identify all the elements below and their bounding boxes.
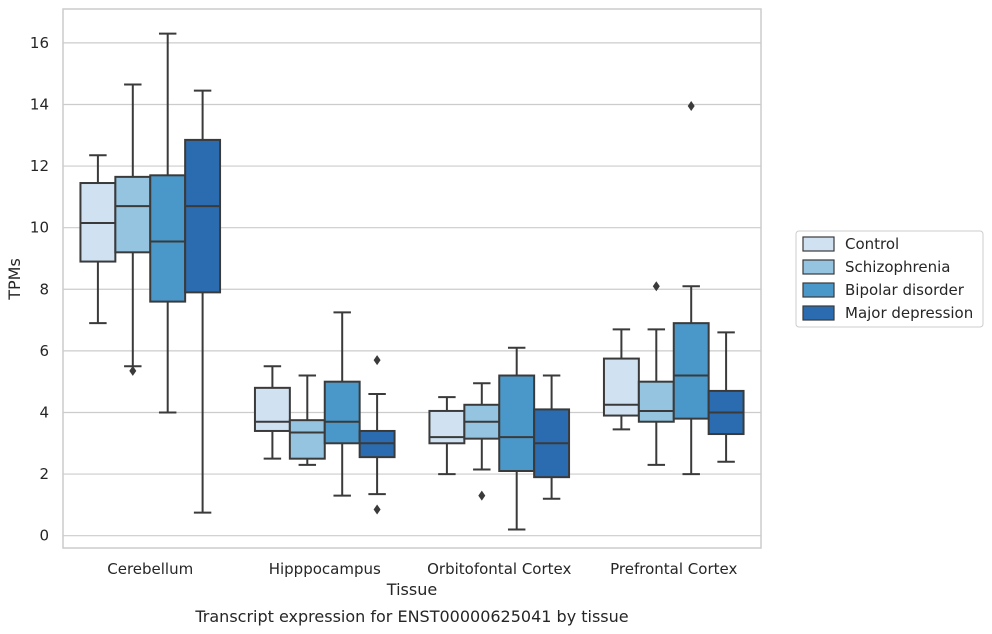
x-tick-label: Orbitofontal Cortex (427, 560, 571, 578)
x-tick-label: Hipppocampus (269, 560, 381, 578)
y-axis-title: TPMs (5, 258, 24, 301)
y-tick-labels: 0 2 4 6 8 10 12 14 16 (30, 34, 49, 545)
box-iqr (323, 380, 361, 445)
box-group (498, 346, 536, 531)
outlier-point (373, 355, 381, 366)
box-iqr (253, 386, 291, 432)
x-axis-title: Tissue (386, 580, 437, 599)
y-tick-label: 6 (39, 342, 49, 360)
legend-label: Bipolar disorder (845, 281, 965, 299)
legend-swatch (802, 259, 835, 275)
box-group (602, 328, 640, 431)
box-group (114, 83, 152, 376)
box-group (253, 365, 291, 460)
box-group (184, 89, 222, 514)
legend-swatch (802, 282, 835, 298)
legend: Control Schizophrenia Bipolar disorder Majo… (795, 230, 984, 328)
y-tick-label: 0 (39, 527, 49, 545)
box-group (149, 32, 187, 414)
x-tick-label: Cerebellum (107, 560, 193, 578)
box-group (637, 281, 675, 466)
y-tick-label: 16 (30, 34, 49, 52)
box-iqr (114, 175, 152, 254)
legend-swatch (802, 236, 835, 252)
legend-frame (795, 230, 984, 328)
outlier-point (373, 504, 381, 515)
box-iqr (288, 419, 326, 460)
box-group (428, 396, 466, 476)
box-group (707, 331, 745, 463)
outlier-point (478, 490, 486, 501)
legend-swatch (802, 305, 835, 321)
box-group (358, 355, 396, 515)
outlier-point (129, 365, 137, 376)
box-group (323, 311, 361, 497)
x-tick-labels: Cerebellum Hipppocampus Orbitofontal Corte… (107, 560, 737, 578)
y-tick-label: 14 (30, 95, 49, 113)
legend-label: Control (845, 235, 899, 253)
legend-label: Major depression (845, 304, 973, 322)
plot-area-frame (62, 8, 762, 549)
chart-caption: Transcript expression for ENST0000062504… (194, 607, 628, 626)
y-tick-label: 2 (39, 465, 49, 483)
y-tick-label: 4 (39, 403, 49, 421)
legend-label: Schizophrenia (845, 258, 950, 276)
box-iqr (184, 138, 222, 294)
box-iqr (149, 174, 187, 303)
box-group (533, 374, 571, 500)
box-iqr (498, 374, 536, 472)
box-group (672, 101, 710, 476)
box-iqr (602, 357, 640, 417)
box-iqr (672, 322, 710, 420)
box-iqr (428, 409, 466, 445)
box-iqr (637, 380, 675, 423)
x-tick-label: Prefrontal Cortex (610, 560, 737, 578)
outlier-point (652, 281, 660, 292)
y-tick-label: 12 (30, 157, 49, 175)
box-group (79, 154, 117, 325)
box-group (463, 382, 501, 501)
y-tick-label: 8 (39, 280, 49, 298)
outlier-point (687, 101, 695, 112)
y-tick-label: 10 (30, 219, 49, 237)
boxes (79, 32, 745, 531)
box-group (288, 374, 326, 466)
